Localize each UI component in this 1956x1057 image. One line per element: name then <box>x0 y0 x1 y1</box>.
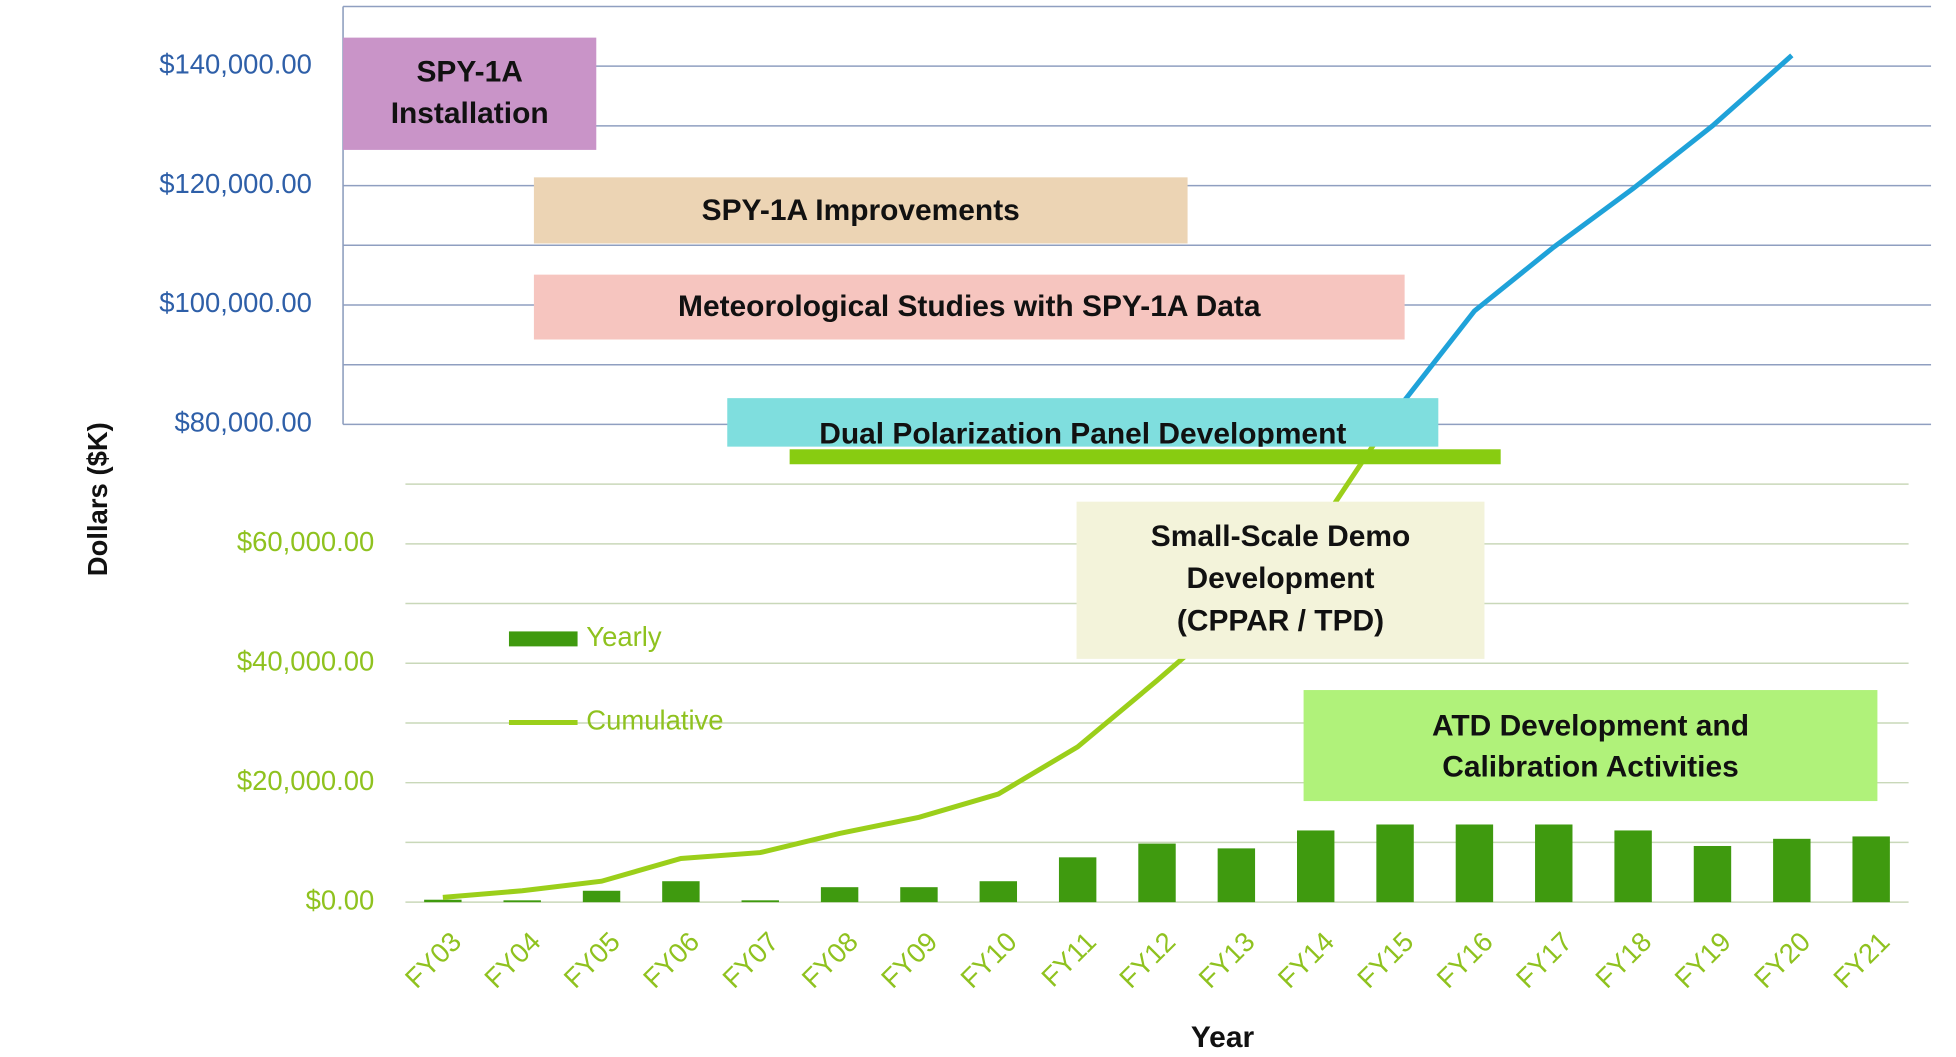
y-tick-label: $120,000.00 <box>159 168 312 199</box>
x-tick-label: FY11 <box>1035 926 1102 993</box>
y-tick-label: $140,000.00 <box>159 48 312 79</box>
bar <box>1376 824 1414 903</box>
bar <box>582 890 621 903</box>
labels: Dollars ($K) Year <box>82 422 1254 1054</box>
x-tick-label: FY16 <box>1430 926 1498 994</box>
y-axis-label: Dollars ($K) <box>82 422 113 576</box>
line-upper <box>1370 53 1794 445</box>
bar <box>1217 848 1256 903</box>
bar <box>1535 824 1573 903</box>
bar <box>1693 845 1732 903</box>
annotation-box <box>727 398 1439 447</box>
x-tick-label: FY03 <box>399 926 467 994</box>
annotation: ATD Development and Calibration Activitie… <box>1303 690 1878 802</box>
annotation-text: Development <box>1187 562 1375 595</box>
bar <box>820 887 859 903</box>
annotation-text: ATD Development and <box>1432 709 1749 742</box>
x-tick-label: FY14 <box>1272 926 1340 994</box>
x-tick-label: FY20 <box>1748 926 1816 994</box>
annotations: SPY-1A Installation SPY-1A Improvements Met… <box>343 37 1878 802</box>
x-tick-label: FY06 <box>637 926 705 994</box>
bar <box>741 900 779 903</box>
bar <box>1058 857 1097 903</box>
annotation-box <box>533 274 1405 340</box>
y-tick-label: $60,000.00 <box>237 526 374 557</box>
annotation-text: SPY-1A <box>416 56 522 89</box>
bar <box>1852 836 1890 903</box>
annotation-text: SPY-1A Improvements <box>702 194 1020 227</box>
bar <box>1614 830 1652 903</box>
y-tick-label: $40,000.00 <box>237 646 374 677</box>
annotation-text: (CPPAR / TPD) <box>1177 605 1384 638</box>
x-tick-label: FY05 <box>558 926 626 994</box>
y-tick-label: $20,000.00 <box>237 765 374 796</box>
x-tick-label: FY12 <box>1113 926 1181 994</box>
bar <box>424 899 462 903</box>
x-tick-label: FY09 <box>875 926 943 994</box>
y-tick-label: $80,000.00 <box>175 407 312 438</box>
bar <box>979 881 1018 903</box>
x-tick-label: FY19 <box>1669 926 1737 994</box>
annotation: Small-Scale Demo Development (CPPAR / TPD) <box>1076 501 1485 659</box>
bar <box>662 881 700 903</box>
line-lower <box>442 444 1377 900</box>
annotation: SPY-1A Improvements <box>533 177 1188 244</box>
annotation-text: Dual Polarization Panel Development <box>819 417 1346 450</box>
x-tick-label: FY13 <box>1192 926 1260 994</box>
x-tick-label: FY08 <box>796 926 864 994</box>
x-tick-label: FY07 <box>716 926 784 994</box>
annotation-text: Small-Scale Demo <box>1151 520 1410 553</box>
legend-swatch <box>508 631 578 647</box>
x-tick-label: FY21 <box>1827 926 1895 994</box>
bar <box>1138 843 1176 903</box>
bar <box>1297 830 1335 903</box>
x-tick-label: FY17 <box>1510 926 1578 994</box>
bar <box>1773 838 1811 903</box>
annotation-text: Installation <box>391 97 549 130</box>
x-tick-label: FY10 <box>954 926 1022 994</box>
x-tick-label: FY15 <box>1351 926 1419 994</box>
x-axis-label: Year <box>1191 1021 1255 1054</box>
annotation-box <box>1076 501 1485 659</box>
y-tick-label: $100,000.00 <box>159 287 312 318</box>
annotation: Dual Polarization Panel Development <box>727 398 1439 450</box>
bar <box>503 900 541 903</box>
annotation-box <box>343 37 597 150</box>
annotation-text: Calibration Activities <box>1442 751 1739 784</box>
bar <box>900 887 938 903</box>
x-tick-label: FY18 <box>1589 926 1657 994</box>
annotation-underbar <box>789 449 1501 465</box>
bar <box>1455 824 1494 903</box>
annotation: Meteorological Studies with SPY-1A Data <box>533 274 1405 340</box>
annotation-box <box>533 177 1188 244</box>
annotation-box <box>1303 690 1878 802</box>
y-tick-label: $0.00 <box>306 884 375 915</box>
annotation: SPY-1A Installation <box>343 37 597 150</box>
x-tick-label: FY04 <box>478 926 546 994</box>
legend-label: Cumulative <box>586 705 723 736</box>
annotation-text: Meteorological Studies with SPY-1A Data <box>678 290 1261 323</box>
legend-label: Yearly <box>586 621 662 652</box>
